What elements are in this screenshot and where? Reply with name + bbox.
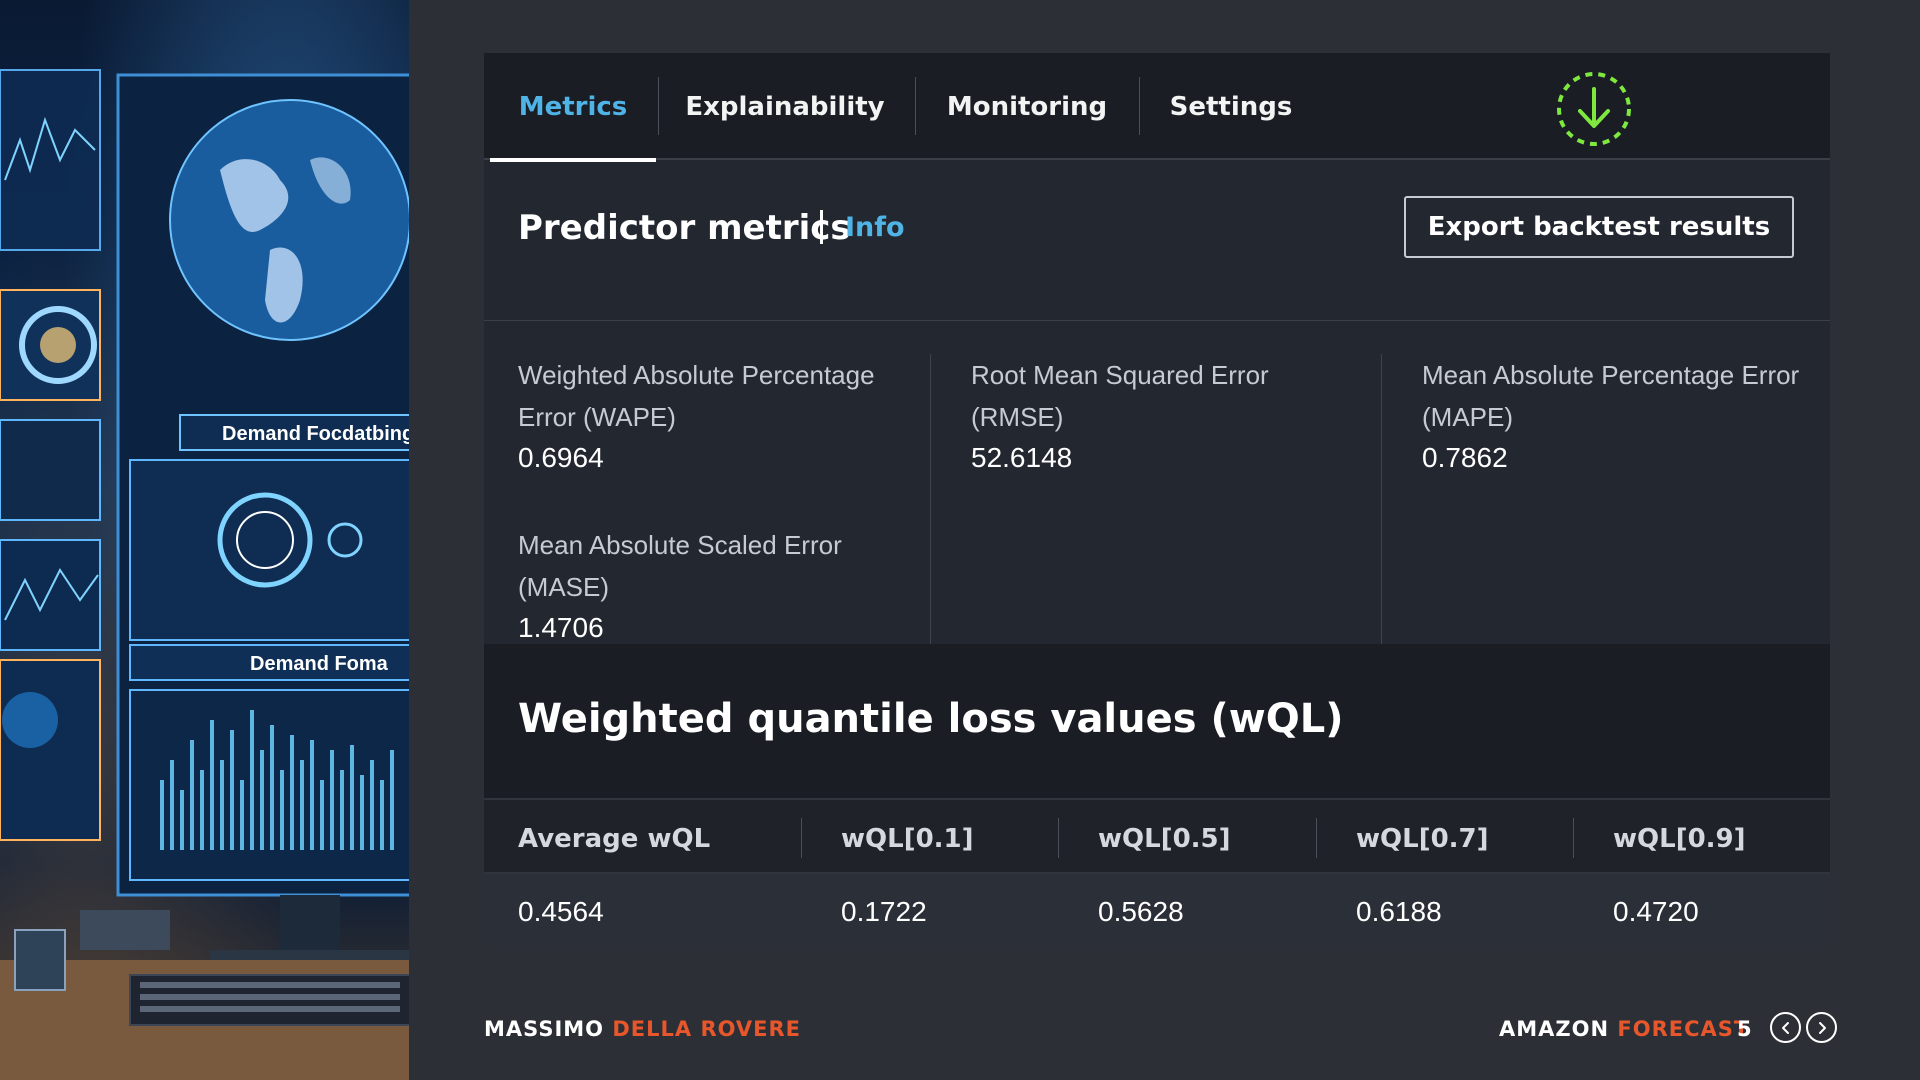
export-backtest-button[interactable]: Export backtest results [1404, 196, 1794, 258]
metric-divider [1381, 354, 1382, 654]
next-page-button[interactable] [1806, 1012, 1837, 1043]
tab-label: Metrics [518, 91, 628, 122]
chevron-right-icon [1818, 1021, 1826, 1034]
column-header: wQL[0.9] [1613, 824, 1746, 854]
product-first: AMAZON [1499, 1017, 1610, 1041]
footer-product: AMAZON FORECAST [1499, 1017, 1749, 1041]
table-cell: 0.5628 [1098, 896, 1184, 927]
table-cell: 0.4720 [1613, 896, 1699, 927]
download-icon[interactable] [1556, 71, 1632, 147]
tab-divider [915, 77, 916, 135]
illustration-art: Demand Focdatbing Demand Foma [0, 69, 409, 1080]
table-row: 0.4564 0.1722 0.5628 0.6188 0.4720 [484, 874, 1830, 945]
tab-settings[interactable]: Settings [1141, 53, 1321, 160]
illustration-caption-1: Demand Focdatbing [222, 423, 409, 445]
table-cell: 0.1722 [841, 896, 927, 927]
tab-explainability[interactable]: Explainability [660, 53, 910, 160]
info-link[interactable]: Info [845, 212, 905, 243]
footer-author: MASSIMO DELLA ROVERE [484, 1017, 801, 1041]
metric-rmse: Root Mean Squared Error (RMSE) 52.6148 [971, 354, 1351, 474]
metric-mase: Mean Absolute Scaled Error (MASE) 1.4706 [518, 524, 898, 644]
column-header: Average wQL [518, 824, 711, 854]
metric-value: 1.4706 [518, 612, 604, 643]
wql-title: Weighted quantile loss values (wQL) [518, 696, 1344, 742]
metric-value: 0.6964 [518, 442, 604, 473]
chevron-left-icon [1781, 1021, 1789, 1034]
table-cell: 0.4564 [518, 896, 604, 927]
tab-divider [658, 77, 659, 135]
tab-label: Explainability [685, 91, 885, 122]
author-first-name: MASSIMO [484, 1017, 605, 1041]
predictor-panel: Metrics Explainability Monitoring Settin… [484, 53, 1830, 945]
wql-section: Weighted quantile loss values (wQL) Aver… [484, 644, 1830, 945]
author-last-name: DELLA ROVERE [612, 1017, 802, 1041]
tab-label: Settings [1169, 91, 1293, 122]
metric-value: 0.7862 [1422, 442, 1508, 473]
metrics-grid: Weighted Absolute Percentage Error (WAPE… [484, 322, 1830, 654]
column-header: wQL[0.7] [1356, 824, 1489, 854]
column-divider [1316, 818, 1317, 858]
column-header: wQL[0.1] [841, 824, 974, 854]
metric-value: 52.6148 [971, 442, 1073, 473]
metric-label: Mean Absolute Percentage Error (MAPE) [1422, 360, 1800, 432]
tab-label: Monitoring [946, 91, 1108, 122]
table-cell: 0.6188 [1356, 896, 1442, 927]
tab-divider [1139, 77, 1140, 135]
hero-illustration: Demand Focdatbing Demand Foma [0, 0, 409, 1080]
metric-wape: Weighted Absolute Percentage Error (WAPE… [518, 354, 898, 474]
metric-label: Weighted Absolute Percentage Error (WAPE… [518, 360, 875, 432]
prev-page-button[interactable] [1770, 1012, 1801, 1043]
page-number: 5 [1737, 1017, 1752, 1041]
page-title: Predictor metrics [518, 208, 851, 248]
wql-table: Average wQL wQL[0.1] wQL[0.5] wQL[0.7] w… [484, 798, 1830, 945]
tab-bar: Metrics Explainability Monitoring Settin… [484, 53, 1830, 162]
tab-metrics[interactable]: Metrics [490, 53, 656, 162]
title-divider [820, 210, 823, 244]
illustration-caption-2: Demand Foma [250, 653, 389, 675]
metrics-header: Predictor metrics Info Export backtest r… [484, 162, 1830, 321]
metric-label: Mean Absolute Scaled Error (MASE) [518, 530, 842, 602]
tab-monitoring[interactable]: Monitoring [917, 53, 1137, 160]
metric-mape: Mean Absolute Percentage Error (MAPE) 0.… [1422, 354, 1802, 474]
metric-label: Root Mean Squared Error (RMSE) [971, 360, 1269, 432]
column-header: wQL[0.5] [1098, 824, 1231, 854]
column-divider [1573, 818, 1574, 858]
product-last: FORECAST [1617, 1017, 1750, 1041]
column-divider [1058, 818, 1059, 858]
table-header-row: Average wQL wQL[0.1] wQL[0.5] wQL[0.7] w… [484, 798, 1830, 874]
metric-divider [930, 354, 931, 654]
column-divider [801, 818, 802, 858]
